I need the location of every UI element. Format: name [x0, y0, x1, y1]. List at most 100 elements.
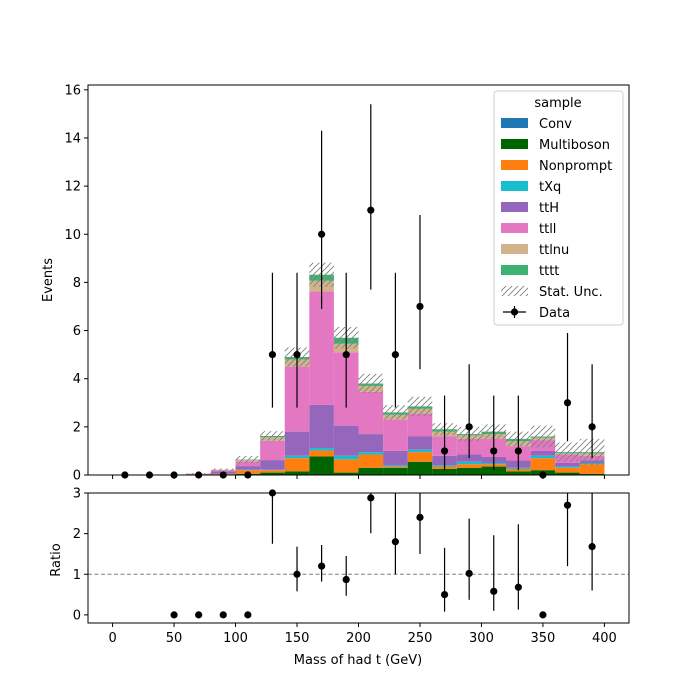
- ratio-point-16: [563, 493, 572, 567]
- ratio-axes-frame: [87, 492, 630, 624]
- main-y-tick-6: 6: [73, 324, 88, 339]
- legend-item-ttlnu: ttlnu: [501, 243, 569, 258]
- legend-title: sample: [534, 96, 581, 111]
- svg-text:300: 300: [469, 631, 494, 646]
- stat-unc-band-bin-5: [235, 455, 261, 464]
- data-point-9: [342, 272, 350, 408]
- stat-unc-band-bin-11: [383, 405, 408, 420]
- bar-txq-bin-11: [383, 465, 408, 467]
- bar-nonprompt-bin-6: [260, 470, 285, 473]
- ratio-point-1: [195, 611, 203, 619]
- data-point-12: [416, 215, 424, 370]
- bar-nonprompt-bin-10: [358, 454, 384, 468]
- main-y-tick-14: 14: [64, 131, 88, 146]
- bar-multiboson-bin-12: [407, 461, 433, 475]
- x-axis-label: Mass of had t (GeV): [294, 653, 422, 668]
- bar-multiboson-bin-6: [260, 472, 285, 475]
- svg-text:16: 16: [64, 83, 81, 98]
- legend-item-tttt: tttt: [501, 264, 559, 279]
- bar-multiboson-bin-10: [358, 467, 384, 475]
- bar-txq-bin-7: [284, 455, 310, 459]
- svg-text:400: 400: [592, 631, 617, 646]
- x-tick-250: 250: [408, 623, 432, 646]
- bar-ttll-bin-5: [235, 461, 261, 467]
- main-y-tick-8: 8: [73, 276, 88, 291]
- bar-multiboson-bin-7: [284, 471, 310, 475]
- stat-unc-band-bin-18: [555, 442, 580, 462]
- ratio-point-0: [170, 611, 178, 619]
- bar-txq-bin-18: [555, 466, 580, 468]
- legend-item-txq: tXq: [501, 180, 561, 195]
- legend-item-conv: Conv: [501, 117, 572, 132]
- svg-text:Nonprompt: Nonprompt: [539, 159, 612, 174]
- ratio-point-5: [293, 546, 301, 592]
- svg-text:0: 0: [73, 469, 81, 484]
- bar-nonprompt-bin-12: [407, 452, 433, 462]
- stat-unc-band-bin-10: [358, 373, 384, 394]
- x-tick-200: 200: [346, 623, 371, 646]
- main-y-tick-16: 16: [64, 83, 88, 98]
- svg-text:Conv: Conv: [539, 117, 572, 132]
- svg-text:4: 4: [73, 372, 81, 387]
- ratio-y-tick-2: 2: [73, 527, 88, 542]
- svg-text:10: 10: [64, 228, 81, 243]
- bar-tth-bin-11: [383, 450, 408, 466]
- bar-multiboson-bin-18: [555, 472, 580, 475]
- x-tick-0: 0: [108, 623, 117, 646]
- svg-text:2: 2: [73, 527, 81, 542]
- ratio-point-11: [440, 547, 449, 612]
- svg-text:100: 100: [223, 631, 248, 646]
- x-tick-100: 100: [223, 623, 248, 646]
- bar-nonprompt-bin-11: [383, 466, 408, 468]
- stat-unc-band-bin-4: [210, 468, 236, 471]
- bar-nonprompt-bin-8: [309, 450, 334, 457]
- ratio-points: [170, 489, 596, 619]
- bar-tth-bin-8: [309, 404, 334, 449]
- bar-txq-bin-9: [333, 455, 359, 460]
- svg-text:1: 1: [73, 568, 81, 583]
- data-points: [121, 104, 596, 479]
- ratio-point-2: [219, 611, 227, 619]
- legend-item-ttll: ttll: [501, 222, 556, 237]
- ratio-point-12: [465, 518, 473, 600]
- bar-multiboson-bin-8: [309, 456, 334, 475]
- data-point-15: [490, 395, 498, 471]
- ratio-y-ticks: 0 1 2 3: [73, 487, 88, 623]
- ratio-point-3: [244, 611, 252, 619]
- legend-item-tth: ttH: [501, 201, 559, 216]
- bar-tth-bin-18: [555, 462, 580, 467]
- svg-text:0: 0: [73, 608, 81, 623]
- svg-text:2: 2: [73, 420, 81, 435]
- data-point-11: [391, 272, 399, 408]
- bar-nonprompt-bin-14: [456, 464, 482, 468]
- bar-multiboson-bin-14: [456, 467, 482, 475]
- bar-nonprompt-bin-18: [555, 467, 580, 473]
- svg-text:ttlnu: ttlnu: [539, 243, 569, 258]
- svg-text:6: 6: [73, 324, 81, 339]
- data-point-7: [293, 272, 301, 408]
- svg-text:3: 3: [73, 487, 81, 502]
- data-point-19: [588, 364, 596, 459]
- ratio-point-6: [318, 545, 326, 582]
- x-tick-400: 400: [592, 623, 617, 646]
- ratio-point-14: [514, 524, 522, 610]
- svg-text:14: 14: [64, 131, 81, 146]
- legend-item-data: Data: [503, 306, 570, 321]
- ratio-x-ticks: 0 50 100 150 200 250 300 350 400: [108, 623, 617, 646]
- stat-unc-band-bin-12: [407, 396, 433, 417]
- bar-nonprompt-bin-7: [284, 458, 310, 472]
- ratio-point-4: [268, 489, 277, 544]
- stat-unc-band-bin-6: [260, 431, 285, 441]
- bar-nonprompt-bin-17: [530, 458, 556, 471]
- main-y-axis-label: Events: [41, 258, 56, 302]
- svg-text:0: 0: [108, 631, 116, 646]
- ratio-point-13: [490, 535, 498, 611]
- bar-ttll-bin-6: [260, 440, 285, 461]
- main-y-tick-10: 10: [64, 228, 88, 243]
- ratio-panel: 0 1 2 3 0 50 100 150 200 250 300 350 400 Ratio Mass…: [49, 487, 630, 668]
- bar-multiboson-bin-16: [506, 471, 531, 475]
- main-panel: 0 2 4 6 8 10 12 14 16 Events: [41, 83, 630, 484]
- data-point-6: [268, 272, 277, 408]
- svg-text:8: 8: [73, 276, 81, 291]
